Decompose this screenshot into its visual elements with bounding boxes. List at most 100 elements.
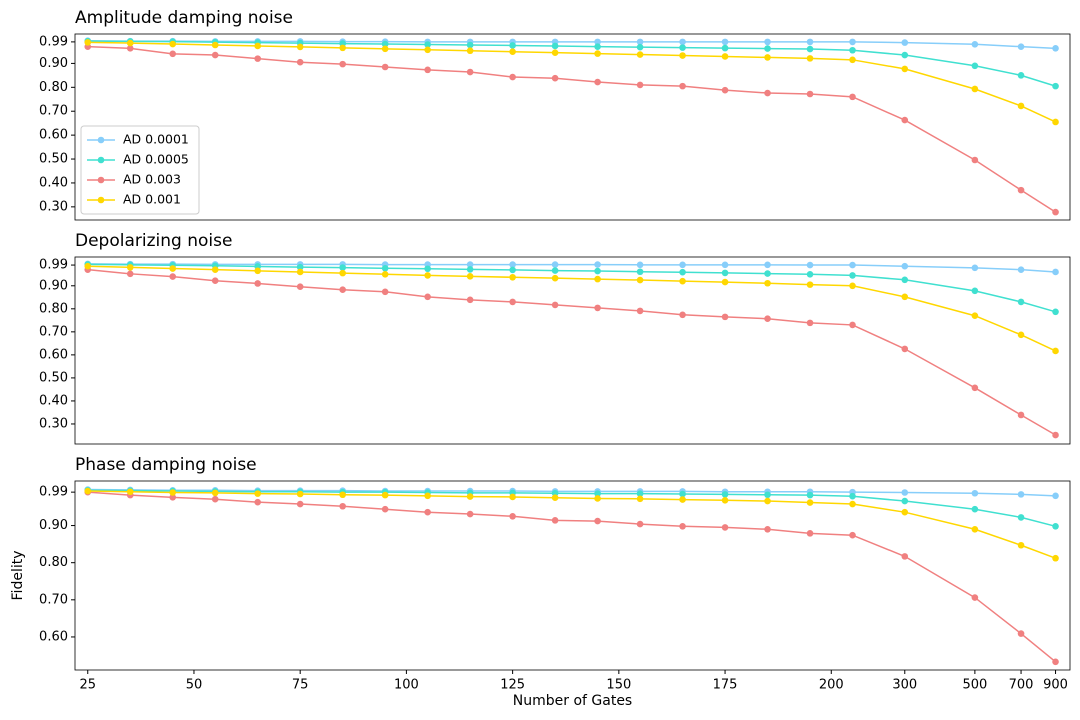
data-point <box>636 268 644 276</box>
data-point <box>1017 72 1025 79</box>
data-point <box>381 264 389 272</box>
data-point <box>901 39 909 46</box>
data-point <box>764 525 771 533</box>
data-point <box>424 66 431 74</box>
data-point <box>901 293 909 301</box>
data-point <box>424 492 431 500</box>
y-tick-label: 0.70 <box>39 592 68 607</box>
data-point <box>679 277 686 285</box>
data-point <box>721 524 729 531</box>
data-point <box>296 43 304 51</box>
data-point <box>381 45 389 53</box>
data-point <box>339 60 346 68</box>
data-point <box>1052 431 1059 439</box>
y-tick-label: 0.90 <box>39 56 68 71</box>
data-point <box>339 269 346 277</box>
data-point <box>1052 208 1059 216</box>
data-point <box>1017 514 1025 521</box>
data-point <box>636 520 644 528</box>
data-point <box>679 82 686 90</box>
data-point <box>901 262 909 270</box>
data-point <box>721 269 729 277</box>
data-point <box>254 42 261 50</box>
data-point <box>381 288 389 296</box>
data-point <box>721 53 729 60</box>
data-point <box>84 487 92 495</box>
data-point <box>424 41 431 48</box>
data-point <box>806 261 814 269</box>
data-point <box>636 495 644 503</box>
data-point <box>679 490 686 498</box>
axes-frame <box>74 256 1071 445</box>
x-tick-label: 75 <box>292 678 309 693</box>
data-point <box>636 490 644 497</box>
legend-marker <box>97 176 105 184</box>
data-point <box>509 512 516 520</box>
data-point <box>1017 102 1025 110</box>
x-tick-label: 200 <box>819 678 844 693</box>
data-point <box>254 498 261 506</box>
data-point <box>764 54 771 61</box>
data-point <box>721 86 729 94</box>
y-tick-label: 0.40 <box>39 393 68 408</box>
data-point <box>901 489 909 496</box>
data-point <box>339 264 346 271</box>
x-tick-label: 50 <box>186 678 203 693</box>
data-point <box>594 304 601 312</box>
data-point <box>721 38 729 46</box>
data-point <box>806 281 814 288</box>
data-point <box>971 312 979 320</box>
data-point <box>849 46 856 54</box>
data-point <box>594 43 601 50</box>
data-point <box>901 276 909 284</box>
panel: Depolarizing noise 0.99 0.90 0.80 0.70 0.60 0.… <box>39 231 1071 445</box>
data-point <box>169 40 177 48</box>
legend: AD 0.0001 AD 0.0005 AD 0.003 AD 0.001 <box>80 125 200 215</box>
data-point <box>1017 298 1025 306</box>
data-point <box>806 319 814 327</box>
legend-label: AD 0.0001 <box>123 132 189 147</box>
series-line <box>87 268 1056 436</box>
data-point <box>806 45 814 53</box>
data-point <box>1017 43 1025 50</box>
data-point <box>381 40 389 48</box>
data-point <box>126 39 134 47</box>
data-point <box>254 267 261 275</box>
data-point <box>169 273 177 280</box>
data-point <box>126 270 134 278</box>
data-point <box>636 38 644 46</box>
data-point <box>1052 45 1059 52</box>
data-point <box>849 500 856 508</box>
data-point <box>1017 491 1025 498</box>
y-tick-label: 0.60 <box>39 629 68 644</box>
y-tick-label: 0.90 <box>39 278 68 293</box>
data-point <box>169 489 177 496</box>
data-point <box>636 261 644 269</box>
data-point <box>84 262 92 270</box>
data-point <box>806 55 814 62</box>
x-tick-label: 175 <box>713 678 738 693</box>
data-point <box>971 264 979 272</box>
data-point <box>509 73 516 81</box>
data-point <box>211 495 219 503</box>
panel: Phase damping noise 0.99 0.90 0.80 0.70 0.60 2… <box>10 455 1071 709</box>
data-point <box>424 508 431 516</box>
data-point <box>679 44 686 51</box>
data-point <box>679 261 686 269</box>
data-point <box>849 492 856 500</box>
data-point <box>339 491 346 499</box>
data-point <box>296 268 304 276</box>
data-point <box>169 50 177 58</box>
data-point <box>466 296 474 304</box>
data-point <box>806 530 814 537</box>
y-tick-label: 0.70 <box>39 324 68 339</box>
data-point <box>764 491 771 499</box>
data-point <box>296 490 304 498</box>
data-point <box>901 345 909 353</box>
data-point <box>551 261 559 268</box>
data-point <box>84 39 92 46</box>
x-tick-label: 900 <box>1043 678 1068 693</box>
data-point <box>594 78 601 86</box>
data-point <box>971 85 979 93</box>
